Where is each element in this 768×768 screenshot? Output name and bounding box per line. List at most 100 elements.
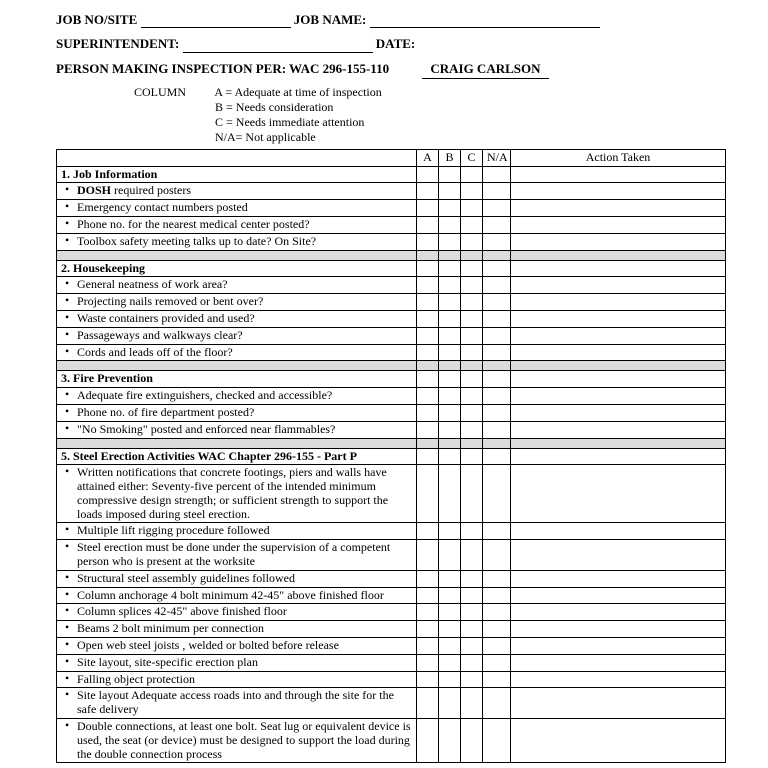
checkbox-cell[interactable] bbox=[439, 166, 461, 183]
checkbox-cell[interactable] bbox=[461, 688, 483, 719]
checkbox-cell[interactable] bbox=[461, 404, 483, 421]
checkbox-cell[interactable] bbox=[483, 277, 511, 294]
checkbox-cell[interactable] bbox=[417, 448, 439, 465]
checkbox-cell[interactable] bbox=[439, 448, 461, 465]
checkbox-cell[interactable] bbox=[461, 294, 483, 311]
checkbox-cell[interactable] bbox=[417, 604, 439, 621]
checkbox-cell[interactable] bbox=[417, 570, 439, 587]
checkbox-cell[interactable] bbox=[461, 719, 483, 763]
checkbox-cell[interactable] bbox=[439, 327, 461, 344]
checkbox-cell[interactable] bbox=[417, 719, 439, 763]
checkbox-cell[interactable] bbox=[461, 448, 483, 465]
checkbox-cell[interactable] bbox=[417, 540, 439, 571]
checkbox-cell[interactable] bbox=[439, 587, 461, 604]
checkbox-cell[interactable] bbox=[417, 465, 439, 523]
checkbox-cell[interactable] bbox=[483, 388, 511, 405]
checkbox-cell[interactable] bbox=[483, 183, 511, 200]
checkbox-cell[interactable] bbox=[417, 344, 439, 361]
checkbox-cell[interactable] bbox=[511, 604, 726, 621]
checkbox-cell[interactable] bbox=[439, 465, 461, 523]
checkbox-cell[interactable] bbox=[511, 570, 726, 587]
checkbox-cell[interactable] bbox=[417, 294, 439, 311]
checkbox-cell[interactable] bbox=[439, 719, 461, 763]
checkbox-cell[interactable] bbox=[483, 371, 511, 388]
checkbox-cell[interactable] bbox=[483, 260, 511, 277]
checkbox-cell[interactable] bbox=[439, 388, 461, 405]
checkbox-cell[interactable] bbox=[439, 671, 461, 688]
checkbox-cell[interactable] bbox=[417, 523, 439, 540]
checkbox-cell[interactable] bbox=[417, 183, 439, 200]
checkbox-cell[interactable] bbox=[417, 654, 439, 671]
checkbox-cell[interactable] bbox=[439, 540, 461, 571]
checkbox-cell[interactable] bbox=[439, 638, 461, 655]
checkbox-cell[interactable] bbox=[439, 183, 461, 200]
checkbox-cell[interactable] bbox=[461, 371, 483, 388]
checkbox-cell[interactable] bbox=[439, 404, 461, 421]
checkbox-cell[interactable] bbox=[511, 421, 726, 438]
checkbox-cell[interactable] bbox=[417, 671, 439, 688]
checkbox-cell[interactable] bbox=[417, 310, 439, 327]
checkbox-cell[interactable] bbox=[439, 371, 461, 388]
checkbox-cell[interactable] bbox=[511, 166, 726, 183]
checkbox-cell[interactable] bbox=[511, 587, 726, 604]
checkbox-cell[interactable] bbox=[461, 166, 483, 183]
checkbox-cell[interactable] bbox=[483, 638, 511, 655]
checkbox-cell[interactable] bbox=[417, 327, 439, 344]
checkbox-cell[interactable] bbox=[483, 523, 511, 540]
checkbox-cell[interactable] bbox=[439, 604, 461, 621]
checkbox-cell[interactable] bbox=[417, 166, 439, 183]
checkbox-cell[interactable] bbox=[439, 233, 461, 250]
checkbox-cell[interactable] bbox=[439, 688, 461, 719]
checkbox-cell[interactable] bbox=[511, 260, 726, 277]
checkbox-cell[interactable] bbox=[417, 388, 439, 405]
checkbox-cell[interactable] bbox=[417, 621, 439, 638]
checkbox-cell[interactable] bbox=[461, 465, 483, 523]
checkbox-cell[interactable] bbox=[483, 719, 511, 763]
checkbox-cell[interactable] bbox=[483, 671, 511, 688]
checkbox-cell[interactable] bbox=[439, 654, 461, 671]
checkbox-cell[interactable] bbox=[461, 638, 483, 655]
checkbox-cell[interactable] bbox=[483, 587, 511, 604]
job-no-field[interactable] bbox=[141, 14, 291, 28]
checkbox-cell[interactable] bbox=[511, 277, 726, 294]
checkbox-cell[interactable] bbox=[511, 183, 726, 200]
checkbox-cell[interactable] bbox=[417, 587, 439, 604]
checkbox-cell[interactable] bbox=[439, 344, 461, 361]
checkbox-cell[interactable] bbox=[461, 310, 483, 327]
checkbox-cell[interactable] bbox=[461, 604, 483, 621]
checkbox-cell[interactable] bbox=[483, 344, 511, 361]
checkbox-cell[interactable] bbox=[511, 688, 726, 719]
checkbox-cell[interactable] bbox=[483, 621, 511, 638]
checkbox-cell[interactable] bbox=[461, 671, 483, 688]
checkbox-cell[interactable] bbox=[511, 371, 726, 388]
checkbox-cell[interactable] bbox=[439, 421, 461, 438]
checkbox-cell[interactable] bbox=[439, 260, 461, 277]
checkbox-cell[interactable] bbox=[461, 200, 483, 217]
checkbox-cell[interactable] bbox=[461, 540, 483, 571]
checkbox-cell[interactable] bbox=[511, 404, 726, 421]
checkbox-cell[interactable] bbox=[511, 216, 726, 233]
checkbox-cell[interactable] bbox=[417, 277, 439, 294]
checkbox-cell[interactable] bbox=[439, 310, 461, 327]
checkbox-cell[interactable] bbox=[511, 327, 726, 344]
checkbox-cell[interactable] bbox=[483, 404, 511, 421]
checkbox-cell[interactable] bbox=[461, 421, 483, 438]
checkbox-cell[interactable] bbox=[511, 448, 726, 465]
checkbox-cell[interactable] bbox=[483, 233, 511, 250]
checkbox-cell[interactable] bbox=[461, 523, 483, 540]
checkbox-cell[interactable] bbox=[417, 404, 439, 421]
checkbox-cell[interactable] bbox=[483, 310, 511, 327]
checkbox-cell[interactable] bbox=[417, 200, 439, 217]
checkbox-cell[interactable] bbox=[461, 183, 483, 200]
checkbox-cell[interactable] bbox=[483, 604, 511, 621]
checkbox-cell[interactable] bbox=[439, 570, 461, 587]
checkbox-cell[interactable] bbox=[439, 200, 461, 217]
checkbox-cell[interactable] bbox=[511, 654, 726, 671]
checkbox-cell[interactable] bbox=[483, 216, 511, 233]
job-name-field[interactable] bbox=[370, 14, 600, 28]
checkbox-cell[interactable] bbox=[417, 216, 439, 233]
checkbox-cell[interactable] bbox=[417, 421, 439, 438]
checkbox-cell[interactable] bbox=[461, 587, 483, 604]
checkbox-cell[interactable] bbox=[511, 523, 726, 540]
checkbox-cell[interactable] bbox=[439, 216, 461, 233]
